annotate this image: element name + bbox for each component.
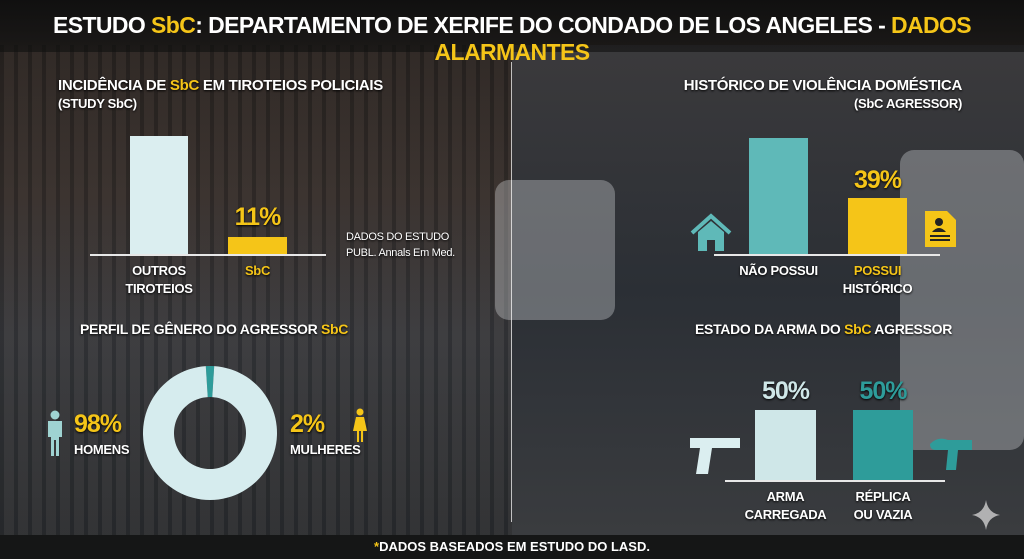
label-outros: OUTROS TIROTEIOS bbox=[125, 263, 193, 296]
gender-donut bbox=[143, 366, 277, 500]
sbc-value: 11% bbox=[234, 203, 282, 231]
arma-value: 50% bbox=[761, 377, 810, 405]
bar-sbc bbox=[228, 237, 287, 255]
label-sbc: SbC bbox=[244, 263, 271, 278]
footer-note: *DADOS BASEADOS EM ESTUDO DO LASD. bbox=[0, 535, 1024, 559]
pistol-icon bbox=[690, 438, 740, 474]
sparkle-icon bbox=[972, 500, 1000, 530]
house-icon bbox=[690, 213, 732, 251]
bar-possui bbox=[848, 198, 907, 255]
incidence-subtitle: (STUDY SbC) bbox=[58, 96, 137, 111]
divider bbox=[511, 62, 512, 522]
source-note: DADOS DO ESTUDO PUBL. Annals Em Med. bbox=[346, 231, 455, 259]
domestic-subtitle: (SbC AGRESSOR) bbox=[854, 96, 962, 111]
man-icon bbox=[48, 410, 62, 456]
label-possui: POSSUI HISTÓRICO bbox=[842, 263, 913, 296]
police-car-bg bbox=[495, 180, 615, 320]
toy-gun-icon bbox=[930, 438, 972, 470]
incidence-title: INCIDÊNCIA DE SbC EM TIROTEIOS POLICIAIS bbox=[58, 77, 383, 94]
donut-slice-men bbox=[143, 366, 277, 500]
men-label: HOMENS bbox=[74, 442, 130, 457]
police-car-bg bbox=[900, 150, 1024, 450]
document-person-icon bbox=[925, 211, 956, 247]
women-value: 2% bbox=[290, 410, 325, 438]
women-label: MULHERES bbox=[290, 442, 361, 457]
label-nao-possui: NÃO POSSUI bbox=[739, 263, 818, 278]
page-title: ESTUDO SbC: DEPARTAMENTO DE XERIFE DO CO… bbox=[52, 12, 972, 65]
baseline bbox=[90, 254, 326, 256]
bar-arma-carregada bbox=[755, 410, 816, 480]
possui-value: 39% bbox=[853, 166, 902, 194]
weapon-title: ESTADO DA ARMA DO SbC AGRESSOR bbox=[695, 321, 953, 337]
label-arma: ARMA CARREGADA bbox=[744, 489, 827, 522]
replica-value: 50% bbox=[859, 377, 907, 405]
baseline bbox=[725, 480, 945, 482]
label-replica: RÉPLICA OU VAZIA bbox=[853, 489, 913, 522]
woman-icon bbox=[353, 408, 367, 442]
gender-title: PERFIL DE GÊNERO DO AGRESSOR SbC bbox=[80, 321, 349, 337]
donut-slice-women bbox=[205, 366, 215, 398]
men-value: 98% bbox=[74, 410, 122, 438]
baseline bbox=[714, 254, 940, 256]
bar-nao-possui bbox=[749, 138, 808, 255]
domestic-title: HISTÓRICO DE VIOLÊNCIA DOMÉSTICA bbox=[683, 77, 963, 94]
title-bar bbox=[0, 0, 1024, 52]
bar-replica bbox=[853, 410, 913, 480]
bar-outros bbox=[130, 136, 188, 255]
